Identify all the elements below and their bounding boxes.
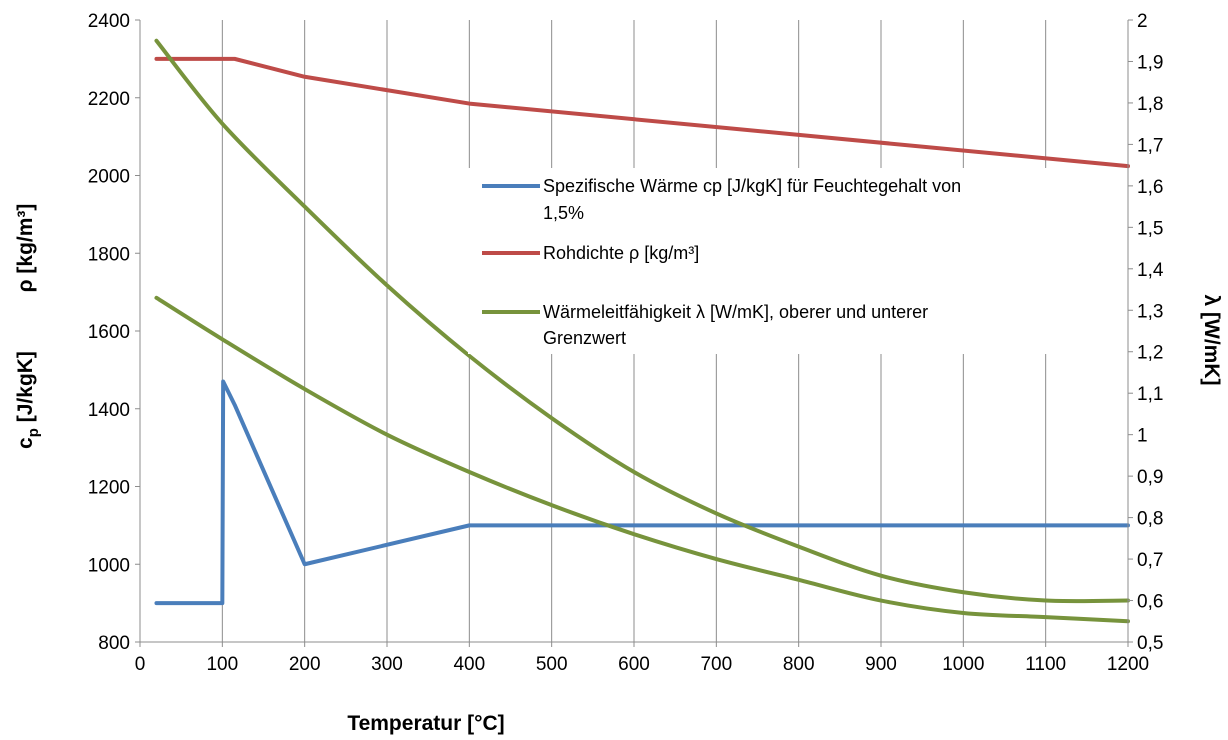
series-lambda-lower-line — [154, 295, 1130, 624]
legend-entry-lambda: Wärmeleitfähigkeit λ [W/mK], oberer und … — [482, 302, 928, 348]
y-left-tick-label-7: 2200 — [88, 89, 130, 110]
x-axis-title: Temperatur [°C] — [347, 712, 504, 735]
y-right-tick-label-8: 1,3 — [1137, 301, 1163, 322]
y-right-tick-label-3: 0,8 — [1137, 509, 1163, 530]
series-lambda-upper-line — [154, 38, 1130, 604]
y-right-tick-label-11: 1,6 — [1137, 177, 1163, 198]
y-axis-title-cp-unit: [J/kgK] — [14, 351, 37, 428]
y-right-tick-label-12: 1,7 — [1137, 135, 1163, 156]
x-tick-label-8: 800 — [783, 654, 815, 675]
y-left-tick-label-3: 1400 — [88, 400, 130, 421]
series-rho-line — [154, 56, 1130, 169]
y-right-tick-label-9: 1,4 — [1137, 260, 1164, 281]
y-axis-title-lambda: λ [W/mK] — [1200, 295, 1223, 386]
y-right-tick-label-2: 0,7 — [1137, 550, 1163, 571]
x-tick-label-9: 900 — [865, 654, 897, 675]
x-tick-label-2: 200 — [289, 654, 321, 675]
legend: Spezifische Wärme cp [J/kgK] für Feuchte… — [468, 168, 1126, 354]
y-right-tick-label-0: 0,5 — [1137, 633, 1163, 654]
y-left-tick-label-4: 1600 — [88, 322, 130, 343]
legend-label-cp: Spezifische Wärme cp [J/kgK] für Feuchte… — [543, 176, 961, 196]
x-tick-label-10: 1000 — [942, 654, 984, 675]
y-right-tick-label-13: 1,8 — [1137, 94, 1163, 115]
y-axis-title-cp-main: c — [14, 437, 37, 449]
y-left-tick-label-2: 1200 — [88, 478, 130, 499]
legend-label-lambda-line2: Grenzwert — [543, 328, 626, 348]
y-right-tick-label-5: 1 — [1137, 426, 1148, 447]
legend-entry-rho: Rohdichte ρ [kg/m³] — [482, 243, 699, 263]
legend-label-cp-line2: 1,5% — [543, 203, 584, 223]
x-tick-label-11: 1100 — [1025, 654, 1066, 675]
legend-background — [468, 168, 1126, 354]
y-right-tick-label-10: 1,5 — [1137, 218, 1163, 239]
x-tick-label-3: 300 — [371, 654, 403, 675]
y-left-tick-label-8: 2400 — [88, 11, 130, 32]
x-tick-label-5: 500 — [536, 654, 568, 675]
legend-label-rho: Rohdichte ρ [kg/m³] — [543, 243, 699, 263]
y-right-tick-label-6: 1,1 — [1137, 384, 1163, 405]
series-cp-line — [154, 379, 1130, 606]
legend-label-lambda: Wärmeleitfähigkeit λ [W/mK], oberer und … — [543, 302, 928, 322]
y-axis-title-cp: cp [J/kgK] — [14, 351, 42, 449]
y-left-tick-label-6: 2000 — [88, 167, 130, 188]
series-layer — [154, 38, 1130, 624]
x-tick-label-4: 400 — [453, 654, 485, 675]
y-left-tick-label-1: 1000 — [88, 555, 130, 576]
y-right-tick-label-7: 1,2 — [1137, 343, 1163, 364]
x-tick-label-7: 700 — [700, 654, 732, 675]
y-right-tick-label-1: 0,6 — [1137, 592, 1163, 613]
y-left-tick-label-0: 800 — [98, 633, 130, 654]
x-tick-label-12: 1200 — [1107, 654, 1149, 675]
y-right-tick-label-15: 2 — [1137, 11, 1148, 32]
y-right-tick-label-14: 1,9 — [1137, 52, 1163, 73]
legend-entry-cp: Spezifische Wärme cp [J/kgK] für Feuchte… — [482, 176, 961, 223]
y-axis-title-cp-sub: p — [25, 428, 42, 437]
y-left-tick-label-5: 1800 — [88, 244, 130, 265]
x-tick-label-6: 600 — [618, 654, 650, 675]
x-tick-label-0: 0 — [135, 654, 146, 675]
tick-labels: 0 100 200 300 400 500 600 700 800 900 1000 1100 1200… — [88, 11, 1164, 675]
y-axis-title-rho: ρ [kg/m³] — [14, 204, 37, 293]
x-tick-label-1: 100 — [206, 654, 238, 675]
y-right-tick-label-4: 0,9 — [1137, 467, 1163, 488]
